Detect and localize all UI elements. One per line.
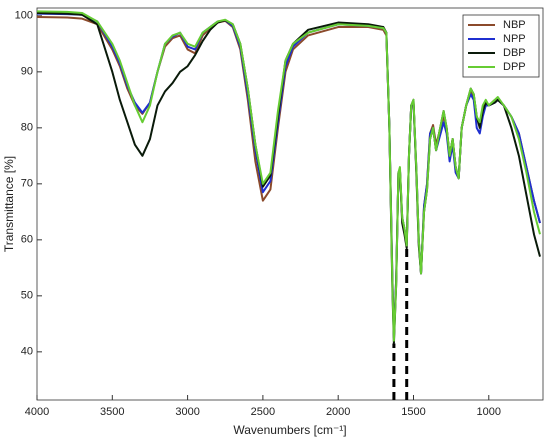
y-tick-label: 50	[21, 290, 33, 302]
x-tick-label: 4000	[25, 406, 49, 418]
plot-frame	[36, 7, 544, 401]
legend-label: NPP	[503, 33, 526, 45]
y-axis-label: Transmittance [%]	[2, 156, 16, 252]
y-tick-label: 80	[21, 122, 33, 134]
y-tick-label: 60	[21, 234, 33, 246]
y-tick-label: 40	[21, 346, 33, 358]
series-line	[36, 10, 541, 342]
x-tick-label: 2000	[326, 406, 350, 418]
x-axis-label: Wavenumbers [cm⁻¹]	[233, 423, 346, 437]
legend-label: DBP	[503, 47, 526, 59]
y-tick-label: 100	[15, 10, 33, 22]
x-tick-label: 2500	[251, 406, 275, 418]
legend-label: DPP	[503, 61, 526, 73]
legend-label: NBP	[503, 19, 526, 31]
y-tick-label: 70	[21, 178, 33, 190]
x-tick-label: 1000	[477, 406, 501, 418]
x-tick-label: 3000	[175, 406, 199, 418]
x-tick-label: 3500	[100, 406, 124, 418]
y-tick-label: 90	[21, 66, 33, 78]
x-tick-label: 1500	[401, 406, 425, 418]
